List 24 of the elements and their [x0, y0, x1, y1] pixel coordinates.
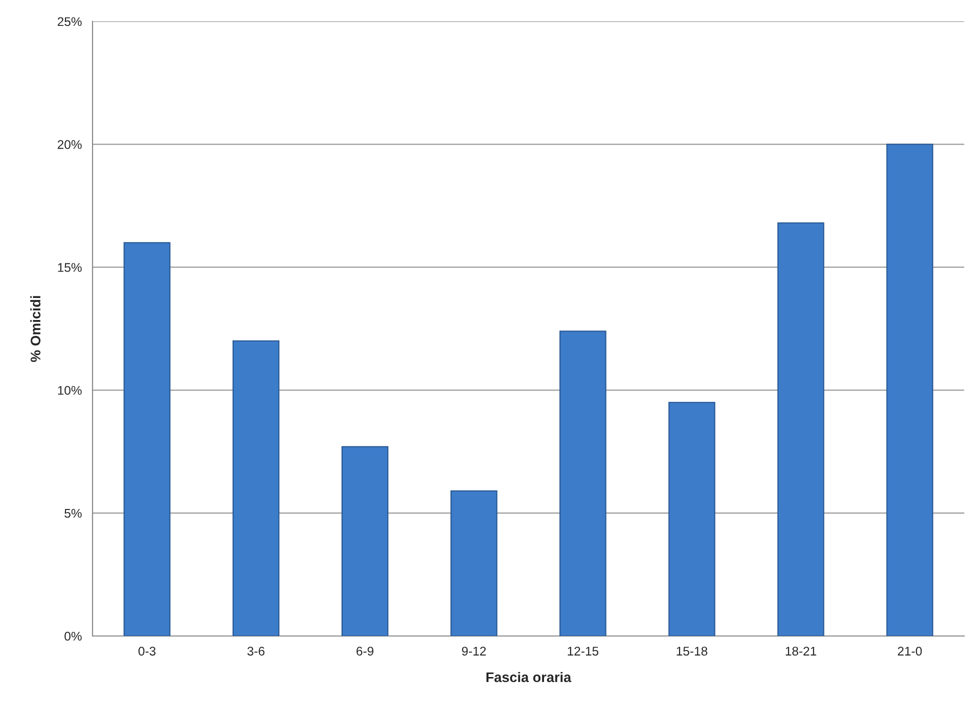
- bar: [886, 144, 934, 636]
- y-tick-label: 5%: [64, 508, 82, 518]
- bar: [668, 402, 716, 636]
- x-tick-label: 6-9: [356, 646, 374, 656]
- y-tick-label: 10%: [58, 386, 82, 395]
- bar: [450, 490, 498, 636]
- y-tick-label: 0%: [64, 632, 82, 641]
- y-tick-label: 25%: [58, 17, 82, 26]
- x-tick-label: 21-0: [898, 646, 922, 656]
- bar: [342, 446, 388, 636]
- bar: [124, 242, 170, 636]
- y-tick-label: 20%: [58, 140, 82, 149]
- x-tick-label: 9-12: [462, 646, 486, 656]
- bar: [232, 340, 280, 636]
- bar: [777, 222, 824, 636]
- x-tick-label: 18-21: [786, 646, 816, 656]
- bar: [559, 330, 606, 636]
- x-tick-label: 12-15: [568, 646, 598, 656]
- x-tick-label: 0-3: [138, 646, 156, 656]
- y-axis-title: % Omicidi: [30, 296, 40, 362]
- x-axis-title: Fascia oraria: [486, 672, 572, 682]
- x-tick-label: 15-18: [676, 646, 708, 656]
- x-tick-label: 3-6: [247, 646, 264, 656]
- y-tick-label: 15%: [58, 263, 82, 272]
